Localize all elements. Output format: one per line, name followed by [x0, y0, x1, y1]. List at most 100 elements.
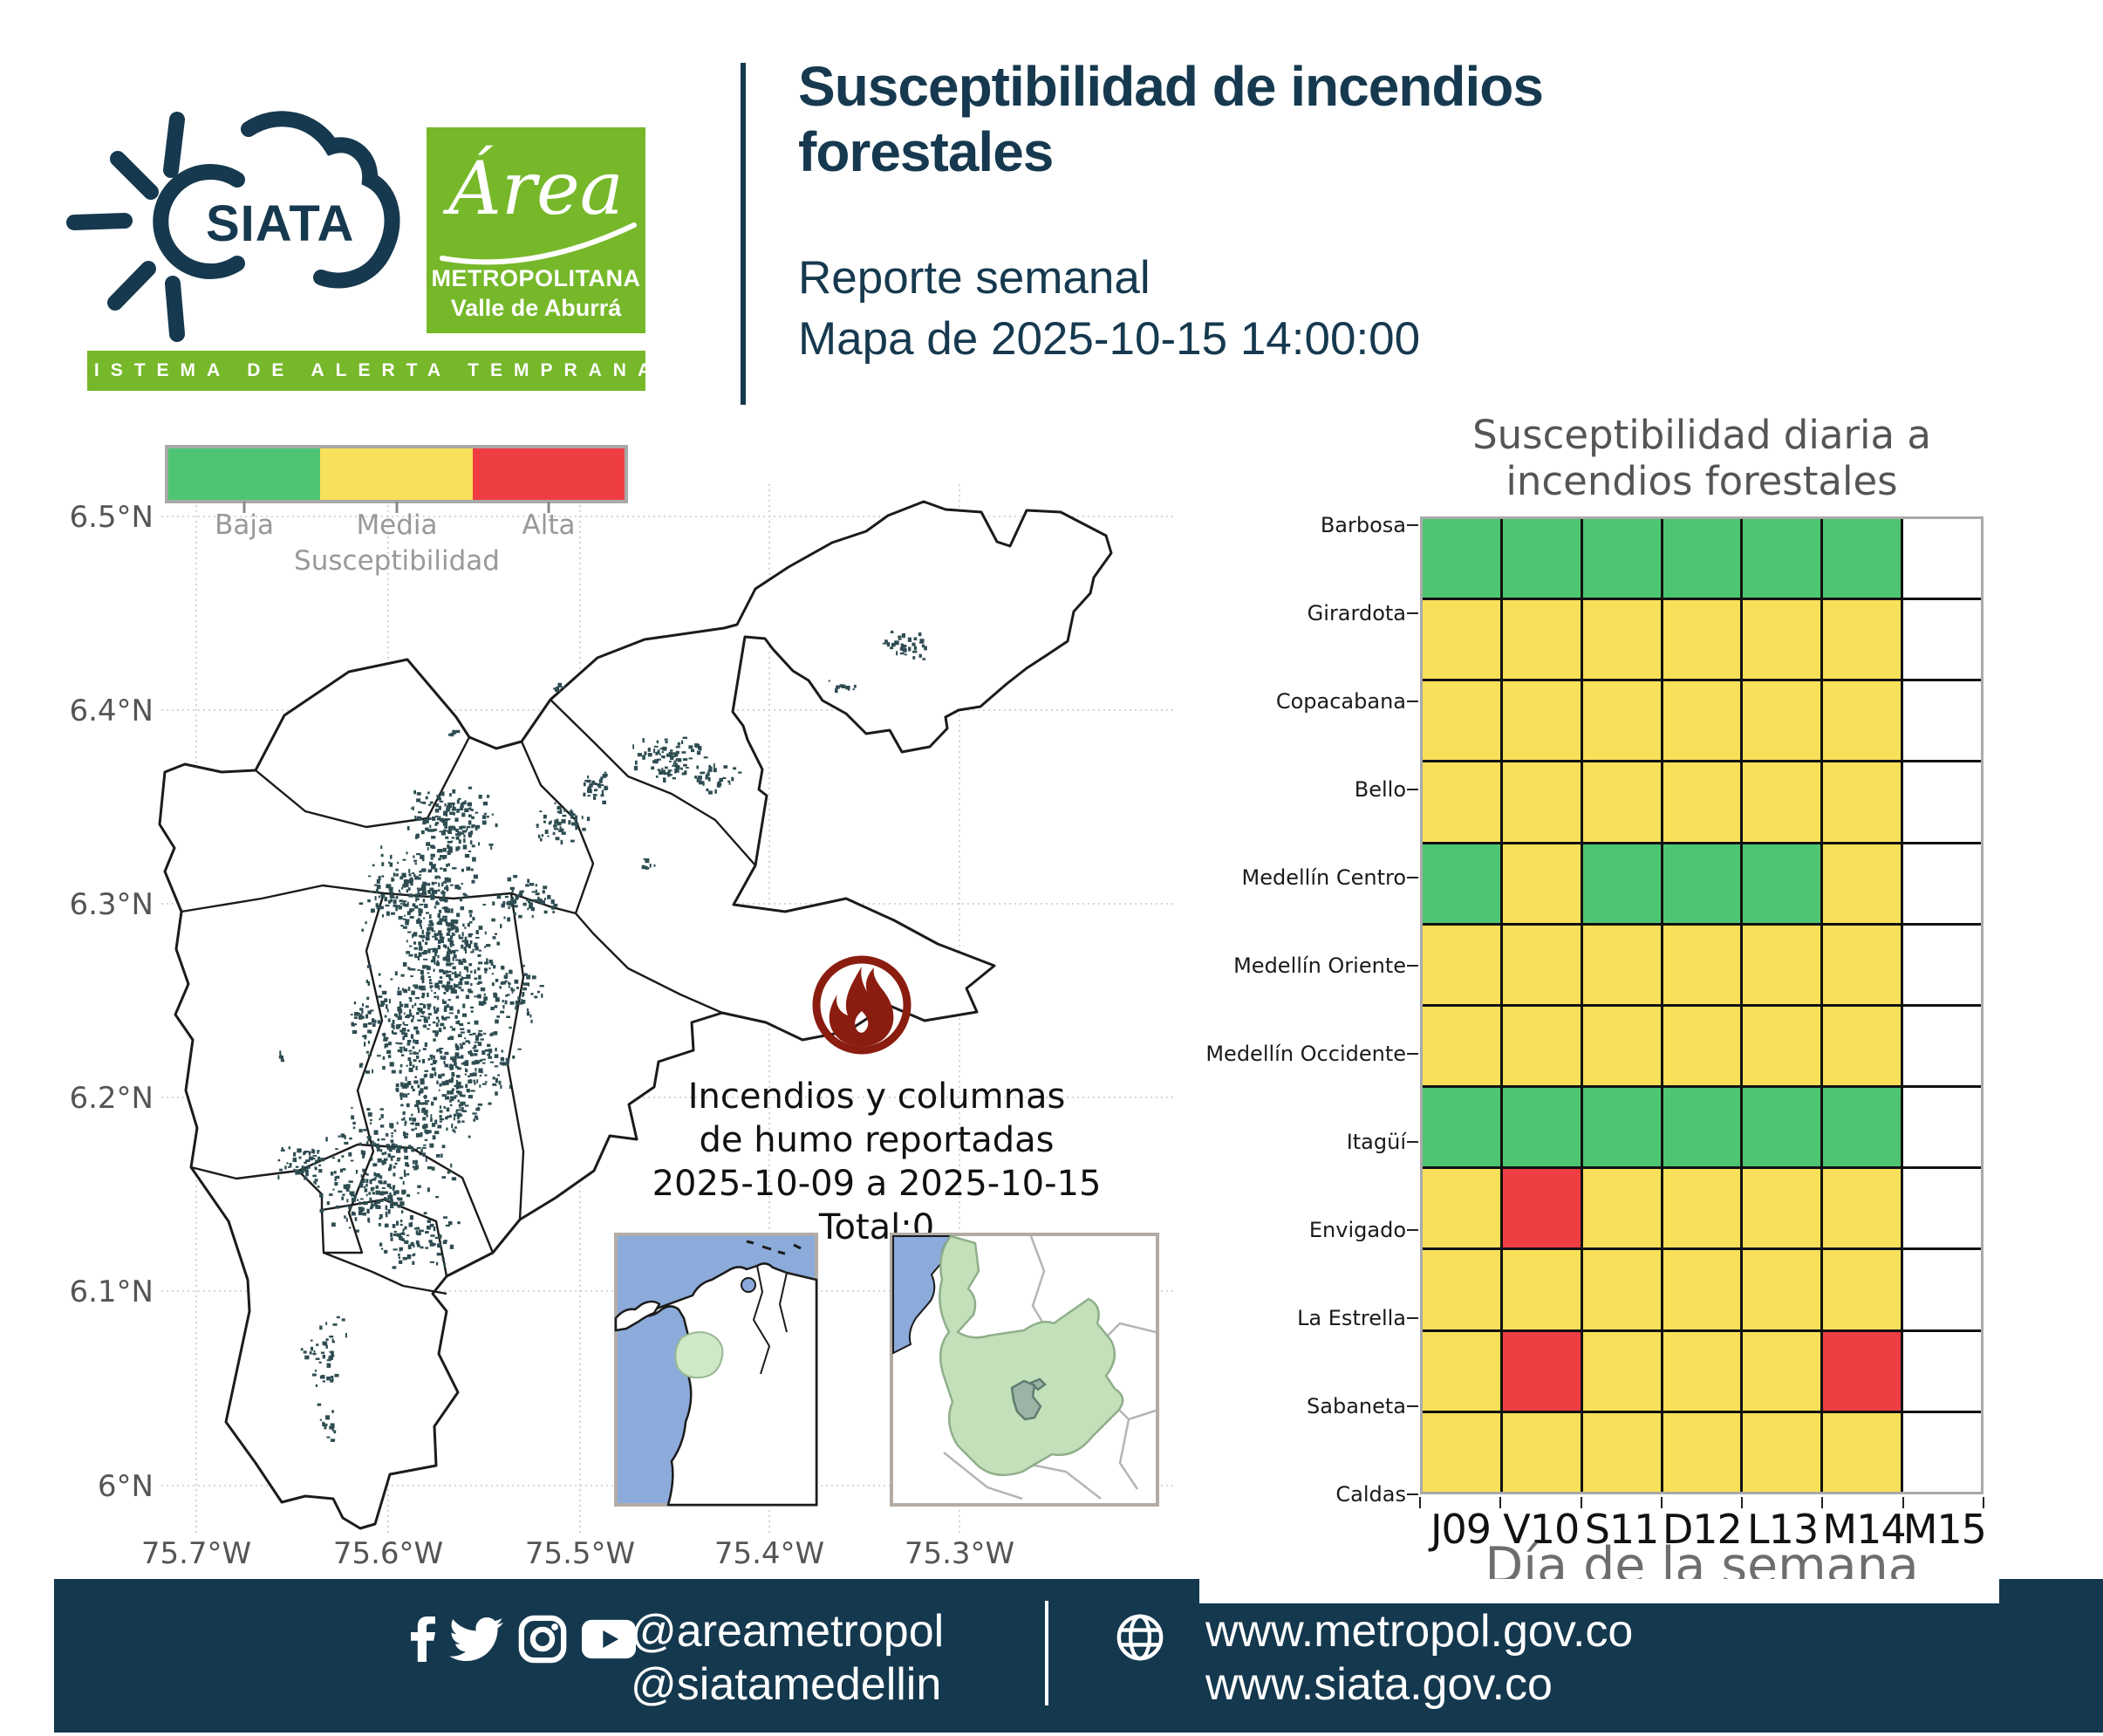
heatmap-cell-la-estrella-s11	[1582, 1250, 1661, 1329]
handle-areametropol[interactable]: @areametropol	[631, 1606, 945, 1657]
heatmap-row-tick	[1407, 1317, 1418, 1319]
heatmap-cell-girardota-j09	[1423, 600, 1500, 680]
heatmap-cell-caldas-m14	[1823, 1412, 1902, 1492]
heatmap-cell-envigado-j09	[1423, 1169, 1500, 1248]
caribbean-islands-icon	[746, 1240, 802, 1255]
heatmap-cell-sabaneta-s11	[1582, 1331, 1661, 1411]
handle-siatamedellin[interactable]: @siatamedellin	[631, 1659, 942, 1710]
twitter-icon[interactable]	[449, 1612, 503, 1666]
heatmap-cell-copacabana-j09	[1423, 681, 1500, 761]
heatmap-cell-girardota-m14	[1823, 600, 1902, 680]
heatmap-col-tick	[1419, 1497, 1421, 1508]
heatmap-cell-medell-n-oriente-s11	[1582, 925, 1661, 1004]
heatmap-cell-barbosa-m14	[1823, 519, 1902, 598]
heatmap-cell-medell-n-centro-s11	[1582, 844, 1661, 923]
heatmap-cell-girardota-m15	[1903, 600, 1981, 680]
fire-caption-line: Incendios y columnas	[688, 1076, 1066, 1117]
heatmap-row-label: Envigado	[1308, 1218, 1406, 1242]
heatmap-cell-medell-n-oriente-d12	[1663, 925, 1741, 1004]
area-logo-swash-icon	[440, 222, 637, 265]
heatmap-col-tick	[1499, 1497, 1502, 1508]
heatmap-cell-girardota-l13	[1743, 600, 1821, 680]
legend-label: Media	[356, 509, 437, 541]
sun-ray-icon	[107, 261, 156, 311]
legend-title: Susceptibilidad	[294, 545, 500, 577]
heatmap-cell-copacabana-m15	[1903, 681, 1981, 761]
website-siata[interactable]: www.siata.gov.co	[1205, 1659, 1553, 1710]
heatmap-cell-medell-n-centro-d12	[1663, 844, 1741, 923]
map-xtick-label: 75.4°W	[714, 1536, 824, 1570]
heatmap-cell-bello-v10	[1502, 762, 1581, 842]
heatmap-cell-bello-m15	[1903, 762, 1981, 842]
heatmap-col-tick	[1821, 1497, 1824, 1508]
heatmap-cell-caldas-s11	[1582, 1412, 1661, 1492]
map-xtick-label: 75.6°W	[333, 1536, 443, 1570]
legend-media-swatch	[320, 448, 473, 500]
social-icons	[406, 1612, 636, 1666]
area-logo-line1: METROPOLITANA	[431, 265, 641, 291]
heatmap-row-tick	[1407, 965, 1418, 967]
heatmap-cell-itag--v10	[1502, 1088, 1581, 1167]
youtube-icon[interactable]	[582, 1618, 636, 1660]
heatmap-cell-medell-n-centro-j09	[1423, 844, 1500, 923]
map-date: Mapa de 2025-10-15 14:00:00	[798, 313, 1421, 365]
heatmap-col-tick	[1660, 1497, 1663, 1508]
heatmap-cell-medell-n-occidente-m14	[1823, 1006, 1902, 1086]
heatmap-row-label: Copacabana	[1275, 689, 1406, 714]
heatmap-cell-itag--j09	[1423, 1088, 1500, 1167]
heatmap-cell-medell-n-centro-l13	[1743, 844, 1821, 923]
valle-de-aburra-highlight	[1010, 1377, 1047, 1421]
heatmap-cell-barbosa-d12	[1663, 519, 1741, 598]
area-metropolitana-logo: Área METROPOLITANA Valle de Aburrá	[427, 127, 645, 333]
siata-tagline-bar: SISTEMA DE ALERTA TEMPRANA	[71, 351, 651, 391]
heatmap-row-label: Itagüí	[1346, 1130, 1406, 1154]
heatmap-cell-medell-n-occidente-l13	[1743, 1006, 1821, 1086]
heatmap-row-tick	[1407, 524, 1418, 526]
heatmap-cell-girardota-s11	[1582, 600, 1661, 680]
page-subtitle: Reporte semanal	[798, 252, 1151, 304]
heatmap-col-tick	[1580, 1497, 1582, 1508]
heatmap-row-tick	[1407, 612, 1418, 614]
heatmap-row-tick	[1407, 1141, 1418, 1143]
heatmap-cell-envigado-l13	[1743, 1169, 1821, 1248]
globe-icon-wrap	[1115, 1612, 1165, 1667]
map-ytick-label: 6.2°N	[69, 1081, 154, 1116]
heatmap-row-tick	[1407, 1493, 1418, 1495]
heatmap-cell-envigado-d12	[1663, 1169, 1741, 1248]
heatmap-row-tick	[1407, 1053, 1418, 1055]
cloud-icon	[241, 111, 400, 289]
siata-logo: SIATA	[66, 111, 400, 342]
facebook-icon[interactable]	[406, 1612, 435, 1666]
heatmap-cell-medell-n-oriente-m14	[1823, 925, 1902, 1004]
heatmap-cell-sabaneta-m15	[1903, 1331, 1981, 1411]
heatmap-cell-bello-d12	[1663, 762, 1741, 842]
heatmap-col-tick	[1741, 1497, 1744, 1508]
heatmap-cell-girardota-d12	[1663, 600, 1741, 680]
heatmap-cell-copacabana-s11	[1582, 681, 1661, 761]
fire-report-icon	[812, 955, 912, 1055]
heatmap-cell-caldas-j09	[1423, 1412, 1500, 1492]
map-xtick-label: 75.3°W	[905, 1536, 1014, 1570]
heatmap-cell-copacabana-d12	[1663, 681, 1741, 761]
map-ytick-label: 6.4°N	[69, 694, 154, 728]
footer-websites: www.metropol.gov.co www.siata.gov.co	[1205, 1605, 1633, 1712]
heatmap-cell-barbosa-v10	[1502, 519, 1581, 598]
heatmap-row-label: Medellín Occidente	[1205, 1042, 1406, 1066]
heatmap-cell-medell-n-oriente-m15	[1903, 925, 1981, 1004]
heatmap-cell-la-estrella-m14	[1823, 1250, 1902, 1329]
heatmap-cell-itag--d12	[1663, 1088, 1741, 1167]
metro-region-outline	[158, 500, 1113, 1530]
heatmap-row-tick	[1407, 701, 1418, 702]
heatmap-cell-medell-n-occidente-v10	[1502, 1006, 1581, 1086]
heatmap-row-label: Medellín Oriente	[1233, 953, 1406, 978]
website-metropol[interactable]: www.metropol.gov.co	[1205, 1606, 1634, 1657]
footer-white-notch	[1199, 1579, 1999, 1603]
heatmap-cell-itag--m15	[1903, 1088, 1981, 1167]
heatmap-cell-bello-j09	[1423, 762, 1500, 842]
heatmap-title-line2: incendios forestales	[1506, 458, 1898, 504]
antioquia-shape	[939, 1234, 1124, 1477]
urban-speckles	[277, 630, 927, 1442]
area-logo-line2: Valle de Aburrá	[450, 295, 622, 321]
instagram-icon[interactable]	[517, 1614, 568, 1664]
